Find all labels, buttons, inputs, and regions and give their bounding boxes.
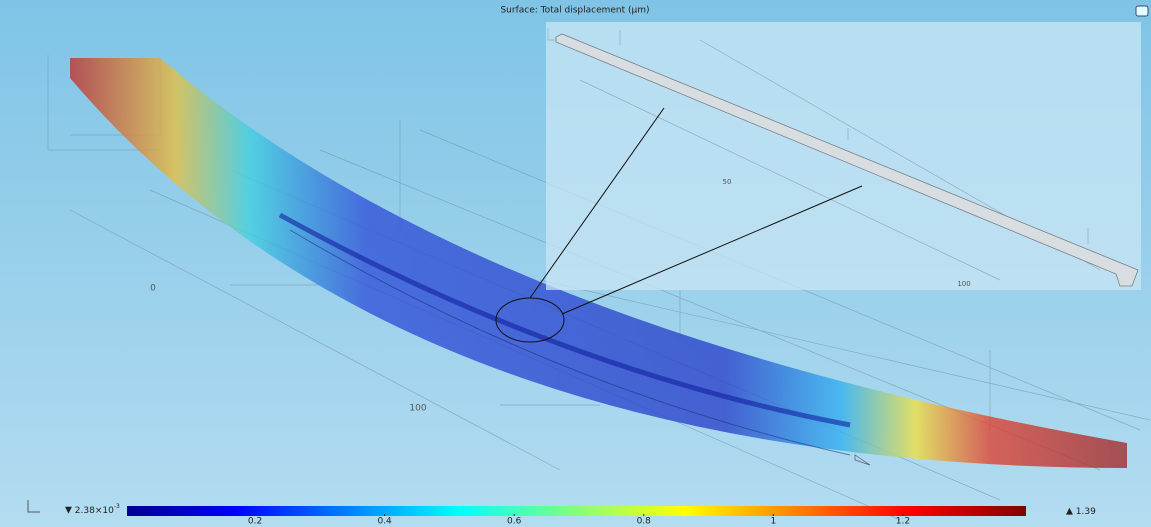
colorbar-tick-label: 0.6 — [507, 517, 522, 527]
axis-label: 0 — [150, 284, 156, 294]
colorbar-tick-label: 0.8 — [637, 517, 652, 527]
colorbar-max: ▲ 1.39 — [1066, 507, 1096, 517]
colorbar-tick-label: 1 — [770, 517, 776, 527]
plot-title: Surface: Total displacement (μm) — [500, 6, 649, 16]
colorbar-tick-label: 0.2 — [248, 517, 262, 527]
colorbar — [127, 506, 1026, 516]
inset-axis-label: 100 — [957, 280, 970, 288]
colorbar-tick-label: 1.2 — [896, 517, 910, 527]
axis-label: 100 — [409, 404, 426, 414]
colorbar-max-label: 1.39 — [1076, 507, 1096, 517]
inset-axis-label: 50 — [723, 178, 732, 186]
view-button[interactable] — [1136, 6, 1148, 16]
colorbar-min-exponent: -3 — [114, 503, 120, 510]
colorbar-min-label: 2.38×10 — [75, 506, 114, 516]
viewport: Surface: Total displacement (μm) 0 100 5… — [0, 0, 1151, 527]
colorbar-tick-label: 0.4 — [377, 517, 392, 527]
